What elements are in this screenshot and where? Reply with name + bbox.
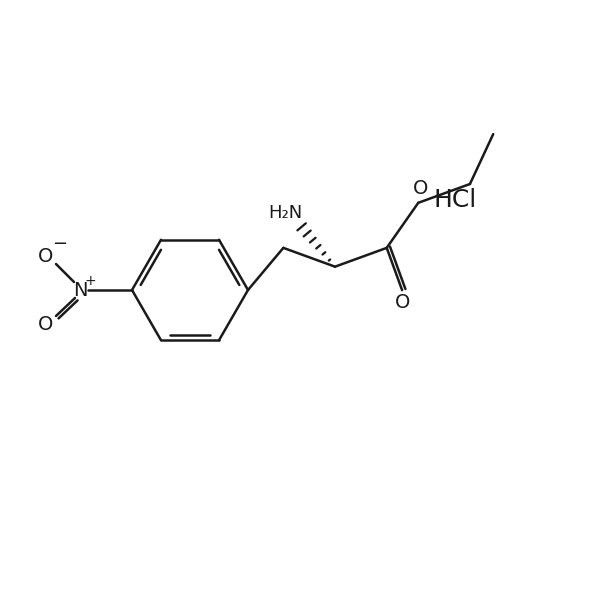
Text: N: N: [73, 280, 87, 299]
Text: O: O: [394, 293, 410, 311]
Text: O: O: [38, 247, 53, 265]
Text: −: −: [52, 235, 68, 253]
Text: O: O: [413, 179, 428, 199]
Text: HCl: HCl: [433, 188, 476, 212]
Text: +: +: [84, 274, 96, 288]
Text: O: O: [38, 314, 53, 334]
Text: H₂N: H₂N: [268, 204, 303, 222]
